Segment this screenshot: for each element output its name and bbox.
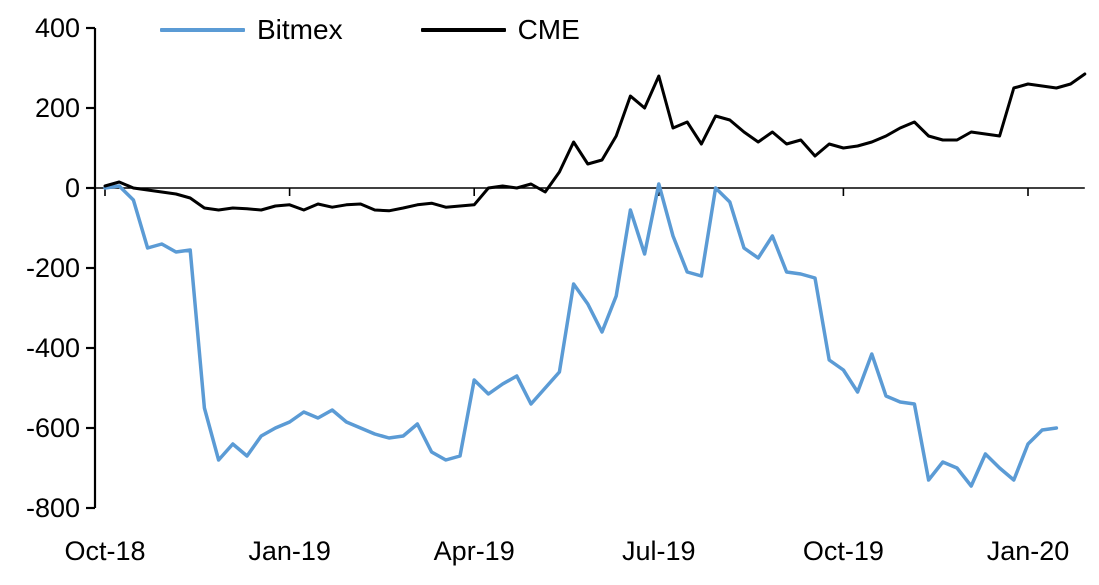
legend-item-cme: CME (420, 14, 580, 45)
x-axis-label: Oct-18 (64, 536, 145, 566)
legend: Bitmex CME (160, 16, 580, 44)
y-axis-label: 400 (35, 13, 80, 43)
y-axis-label: -600 (26, 413, 80, 443)
x-axis-label: Jan-19 (248, 536, 331, 566)
series-line-bitmex (103, 182, 1059, 488)
series-line-cme (103, 72, 1087, 213)
y-axis-label: -400 (26, 333, 80, 363)
x-axis-label: Oct-19 (803, 536, 884, 566)
legend-label-cme: CME (517, 14, 580, 45)
legend-label-bitmex: Bitmex (257, 14, 343, 45)
x-axis-label: Jul-19 (622, 536, 696, 566)
legend-item-bitmex: Bitmex (160, 16, 343, 44)
y-axis-label: -800 (26, 493, 80, 523)
cme-line-swatch (420, 28, 506, 32)
x-axis-label: Apr-19 (434, 536, 515, 566)
x-axis-label: Jan-20 (987, 536, 1070, 566)
bitmex-line-swatch (160, 28, 245, 32)
y-axis-label: 200 (35, 93, 80, 123)
y-axis-label: -200 (26, 253, 80, 283)
y-axis-label: 0 (65, 173, 80, 203)
